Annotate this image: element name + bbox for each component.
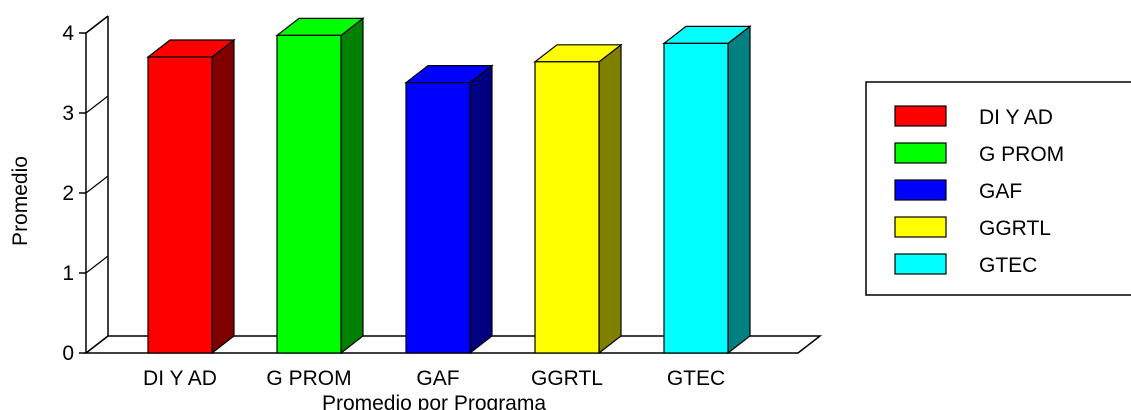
y-tick-depth	[85, 95, 109, 114]
bar	[275, 17, 365, 355]
legend-label: G PROM	[979, 143, 1064, 166]
y-axis-title: Promedio	[9, 156, 32, 246]
x-tick-label: DI Y AD	[143, 367, 217, 390]
y-tick-label: 1	[62, 262, 74, 285]
bar	[404, 64, 494, 355]
legend-swatch	[894, 216, 947, 238]
bar-side	[598, 43, 622, 355]
x-tick-label: GAF	[416, 367, 459, 390]
bar	[146, 38, 236, 355]
chart-labels: 0 1 2 3 4 DI Y AD G PROM GAF GGRTL GTEC	[62, 22, 725, 390]
legend-swatch	[894, 142, 947, 164]
bar	[662, 25, 752, 355]
x-axis-title: Promedio por Programa	[322, 392, 546, 410]
legend-label: GAF	[979, 180, 1022, 203]
y-tick-depth	[85, 15, 109, 34]
bar	[533, 43, 623, 355]
y-tick-label: 0	[62, 342, 74, 365]
y-tick-label: 3	[62, 102, 74, 125]
legend-swatch	[894, 179, 947, 201]
y-tick-label: 2	[62, 182, 74, 205]
legend-label: GGRTL	[979, 217, 1051, 240]
bar-side	[727, 25, 751, 355]
bar-side	[469, 64, 493, 355]
chart-legend: DI Y AD G PROM GAF GGRTL GTEC	[865, 81, 1131, 296]
chart-bars	[146, 17, 752, 355]
x-tick-label: G PROM	[266, 367, 351, 390]
y-tick-depth	[85, 335, 109, 354]
y-tick-depth	[85, 175, 109, 194]
bar-front	[405, 81, 471, 354]
x-tick-label: GGRTL	[531, 367, 603, 390]
legend-swatch	[894, 253, 947, 275]
y-tick-label: 4	[62, 22, 74, 45]
x-tick-label: GTEC	[667, 367, 725, 390]
bar-side	[340, 17, 364, 355]
bar-front	[276, 34, 342, 354]
bar-front	[663, 42, 729, 354]
legend-label: DI Y AD	[979, 106, 1053, 129]
legend-label: GTEC	[979, 254, 1037, 277]
y-tick-depth	[85, 255, 109, 274]
legend-swatch	[894, 105, 947, 127]
bar-front	[147, 56, 213, 354]
bar-front	[534, 61, 600, 354]
bar-side	[211, 38, 235, 355]
